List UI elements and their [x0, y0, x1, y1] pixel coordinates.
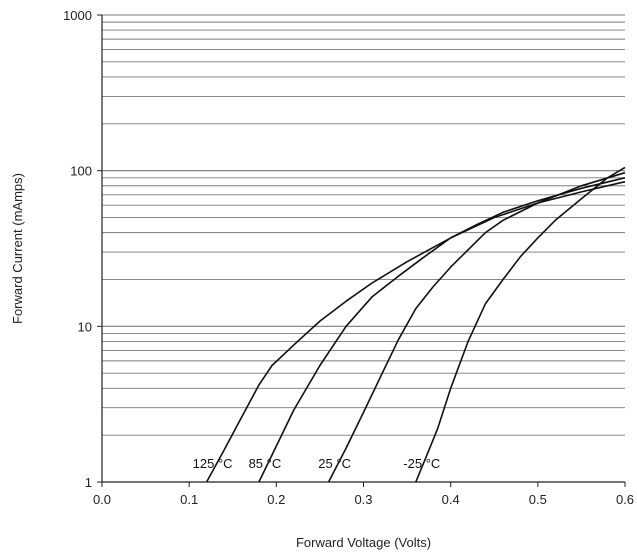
series-label: 125 °C [193, 456, 233, 471]
series-label: 85 °C [249, 456, 282, 471]
x-tick-label: 0.0 [93, 492, 111, 507]
y-tick-label: 100 [70, 164, 92, 179]
series-group: 125 °C 85 °C 25 °C -25 °C [193, 166, 626, 483]
series-line [327, 171, 626, 483]
grid [102, 14, 625, 436]
x-tick-label: 0.4 [442, 492, 460, 507]
axis-ticks: 0.0 0.1 0.2 0.3 0.4 0.5 0.6 1 10 100 1000 [63, 8, 634, 507]
series-label: -25 °C [403, 456, 440, 471]
x-tick-label: 0.5 [529, 492, 547, 507]
x-tick-label: 0.3 [354, 492, 372, 507]
y-tick-label: 10 [78, 319, 92, 334]
y-tick-label: 1000 [63, 8, 92, 23]
series-line [258, 177, 626, 483]
series-label: 25 °C [318, 456, 351, 471]
y-tick-label: 1 [85, 475, 92, 490]
series-line [205, 180, 626, 483]
x-tick-label: 0.2 [267, 492, 285, 507]
x-axis-title: Forward Voltage (Volts) [296, 535, 431, 550]
y-axis-title: Forward Current (mAmps) [10, 173, 25, 324]
x-tick-label: 0.1 [180, 492, 198, 507]
x-tick-label: 0.6 [616, 492, 634, 507]
series-line [415, 166, 626, 483]
